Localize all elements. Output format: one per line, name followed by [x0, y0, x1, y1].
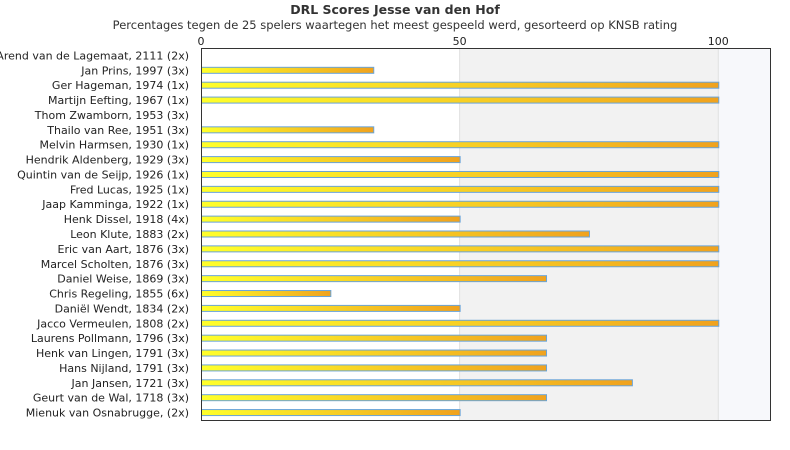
bar[interactable] [201, 275, 548, 283]
bar[interactable] [201, 364, 548, 372]
chart-title: DRL Scores Jesse van den Hof [290, 2, 500, 17]
category-label: Marcel Scholten, 1876 (3x) [41, 258, 189, 271]
category-label: Laurens Pollmann, 1796 (3x) [31, 332, 189, 345]
bar[interactable] [201, 260, 720, 268]
bar[interactable] [201, 334, 548, 342]
background-band [718, 48, 770, 420]
bar[interactable] [201, 230, 590, 238]
category-label: Geurt van de Wal, 1718 (3x) [33, 392, 189, 405]
category-label: Jan Jansen, 1721 (3x) [71, 377, 189, 390]
bar[interactable] [201, 349, 548, 357]
bar[interactable] [201, 304, 461, 312]
category-label: Hans Nijland, 1791 (3x) [59, 362, 189, 375]
category-label: Hendrik Aldenberg, 1929 (3x) [26, 154, 189, 167]
bar[interactable] [201, 394, 548, 402]
bar[interactable] [201, 141, 720, 149]
category-label: Jaap Kamminga, 1922 (1x) [41, 198, 189, 211]
category-label: Eric van Aart, 1876 (3x) [58, 243, 189, 256]
category-label: Martijn Eefting, 1967 (1x) [48, 94, 189, 107]
category-label: Ger Hageman, 1974 (1x) [52, 79, 189, 92]
category-label: Mienuk van Osnabrugge, (2x) [26, 407, 189, 420]
chart-subtitle: Percentages tegen de 25 spelers waartege… [112, 18, 678, 32]
bar[interactable] [201, 126, 375, 134]
category-label: Chris Regeling, 1855 (6x) [49, 288, 189, 301]
bar[interactable] [201, 319, 720, 327]
bar[interactable] [201, 290, 332, 298]
bar[interactable] [201, 185, 720, 193]
category-label: Melvin Harmsen, 1930 (1x) [40, 139, 189, 152]
bar[interactable] [201, 96, 720, 104]
category-label: Fred Lucas, 1925 (1x) [70, 183, 189, 196]
bar[interactable] [201, 156, 461, 164]
category-label: Daniël Wendt, 1834 (2x) [55, 302, 189, 315]
category-label: Daniel Weise, 1869 (3x) [57, 273, 189, 286]
x-tick-label: 0 [198, 35, 205, 48]
category-label: Arend van de Lagemaat, 2111 (2x) [0, 49, 189, 62]
category-label: Thom Zwamborn, 1953 (3x) [34, 109, 189, 122]
bar[interactable] [201, 379, 633, 387]
bar[interactable] [201, 409, 461, 417]
bar[interactable] [201, 215, 461, 223]
bar[interactable] [201, 81, 720, 89]
bar[interactable] [201, 200, 720, 208]
plot-frame [201, 48, 771, 421]
category-label: Quintin van de Seijp, 1926 (1x) [17, 168, 189, 181]
category-label: Leon Klute, 1883 (2x) [70, 228, 189, 241]
bar[interactable] [201, 170, 720, 178]
category-label: Jan Prins, 1997 (3x) [80, 64, 189, 77]
bar[interactable] [201, 66, 375, 74]
category-label: Thailo van Ree, 1951 (3x) [46, 124, 189, 137]
x-tick-label: 50 [453, 35, 467, 48]
category-label: Henk van Lingen, 1791 (3x) [36, 347, 189, 360]
category-label: Henk Dissel, 1918 (4x) [64, 213, 189, 226]
x-tick-label: 100 [708, 35, 729, 48]
bar[interactable] [201, 245, 720, 253]
category-label: Jacco Vermeulen, 1808 (2x) [36, 317, 189, 330]
